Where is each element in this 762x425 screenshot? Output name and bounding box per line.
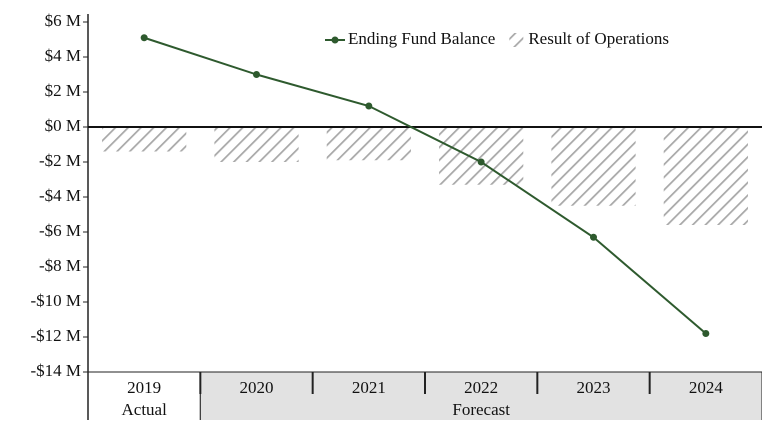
point [253, 71, 260, 78]
x-tick-label: 2024 [689, 378, 724, 397]
legend-marker [331, 36, 339, 44]
line [143, 36, 707, 335]
y-tick-label: $4 M [45, 46, 81, 65]
y-tick-label: -$4 M [39, 186, 81, 205]
y-tick-label: -$2 M [39, 151, 81, 170]
bar [326, 127, 411, 161]
y-tick-label: $2 M [45, 81, 81, 100]
x-tick-label: 2020 [240, 378, 274, 397]
bar [551, 127, 636, 206]
bar [102, 127, 187, 152]
y-tick-label: $0 M [45, 116, 81, 135]
legend-label: Result of Operations [528, 29, 669, 48]
category-group-box [87, 371, 201, 423]
x-tick-label: 2019 [127, 378, 161, 397]
category-group-label: Forecast [452, 400, 510, 419]
y-tick-label: -$6 M [39, 221, 81, 240]
y-tick-label: -$14 M [30, 361, 81, 380]
y-tick-label: -$12 M [30, 326, 81, 345]
point [702, 330, 710, 337]
x-tick-label: 2021 [352, 378, 386, 397]
point [477, 158, 485, 166]
x-tick-label: 2023 [577, 378, 611, 397]
y-tick-label: $6 M [45, 11, 81, 30]
bar [214, 127, 299, 162]
category-group-label: Actual [122, 400, 168, 419]
x-tick-label: 2022 [464, 378, 498, 397]
y-tick-label: -$10 M [30, 291, 81, 310]
legend-swatch [509, 33, 524, 47]
bar [439, 127, 524, 185]
category-group-box [199, 371, 762, 423]
point [140, 34, 148, 42]
legend-label: Ending Fund Balance [348, 29, 495, 48]
point [590, 233, 597, 241]
y-tick-label: -$8 M [39, 256, 81, 275]
point [365, 102, 373, 110]
bar [663, 127, 748, 225]
